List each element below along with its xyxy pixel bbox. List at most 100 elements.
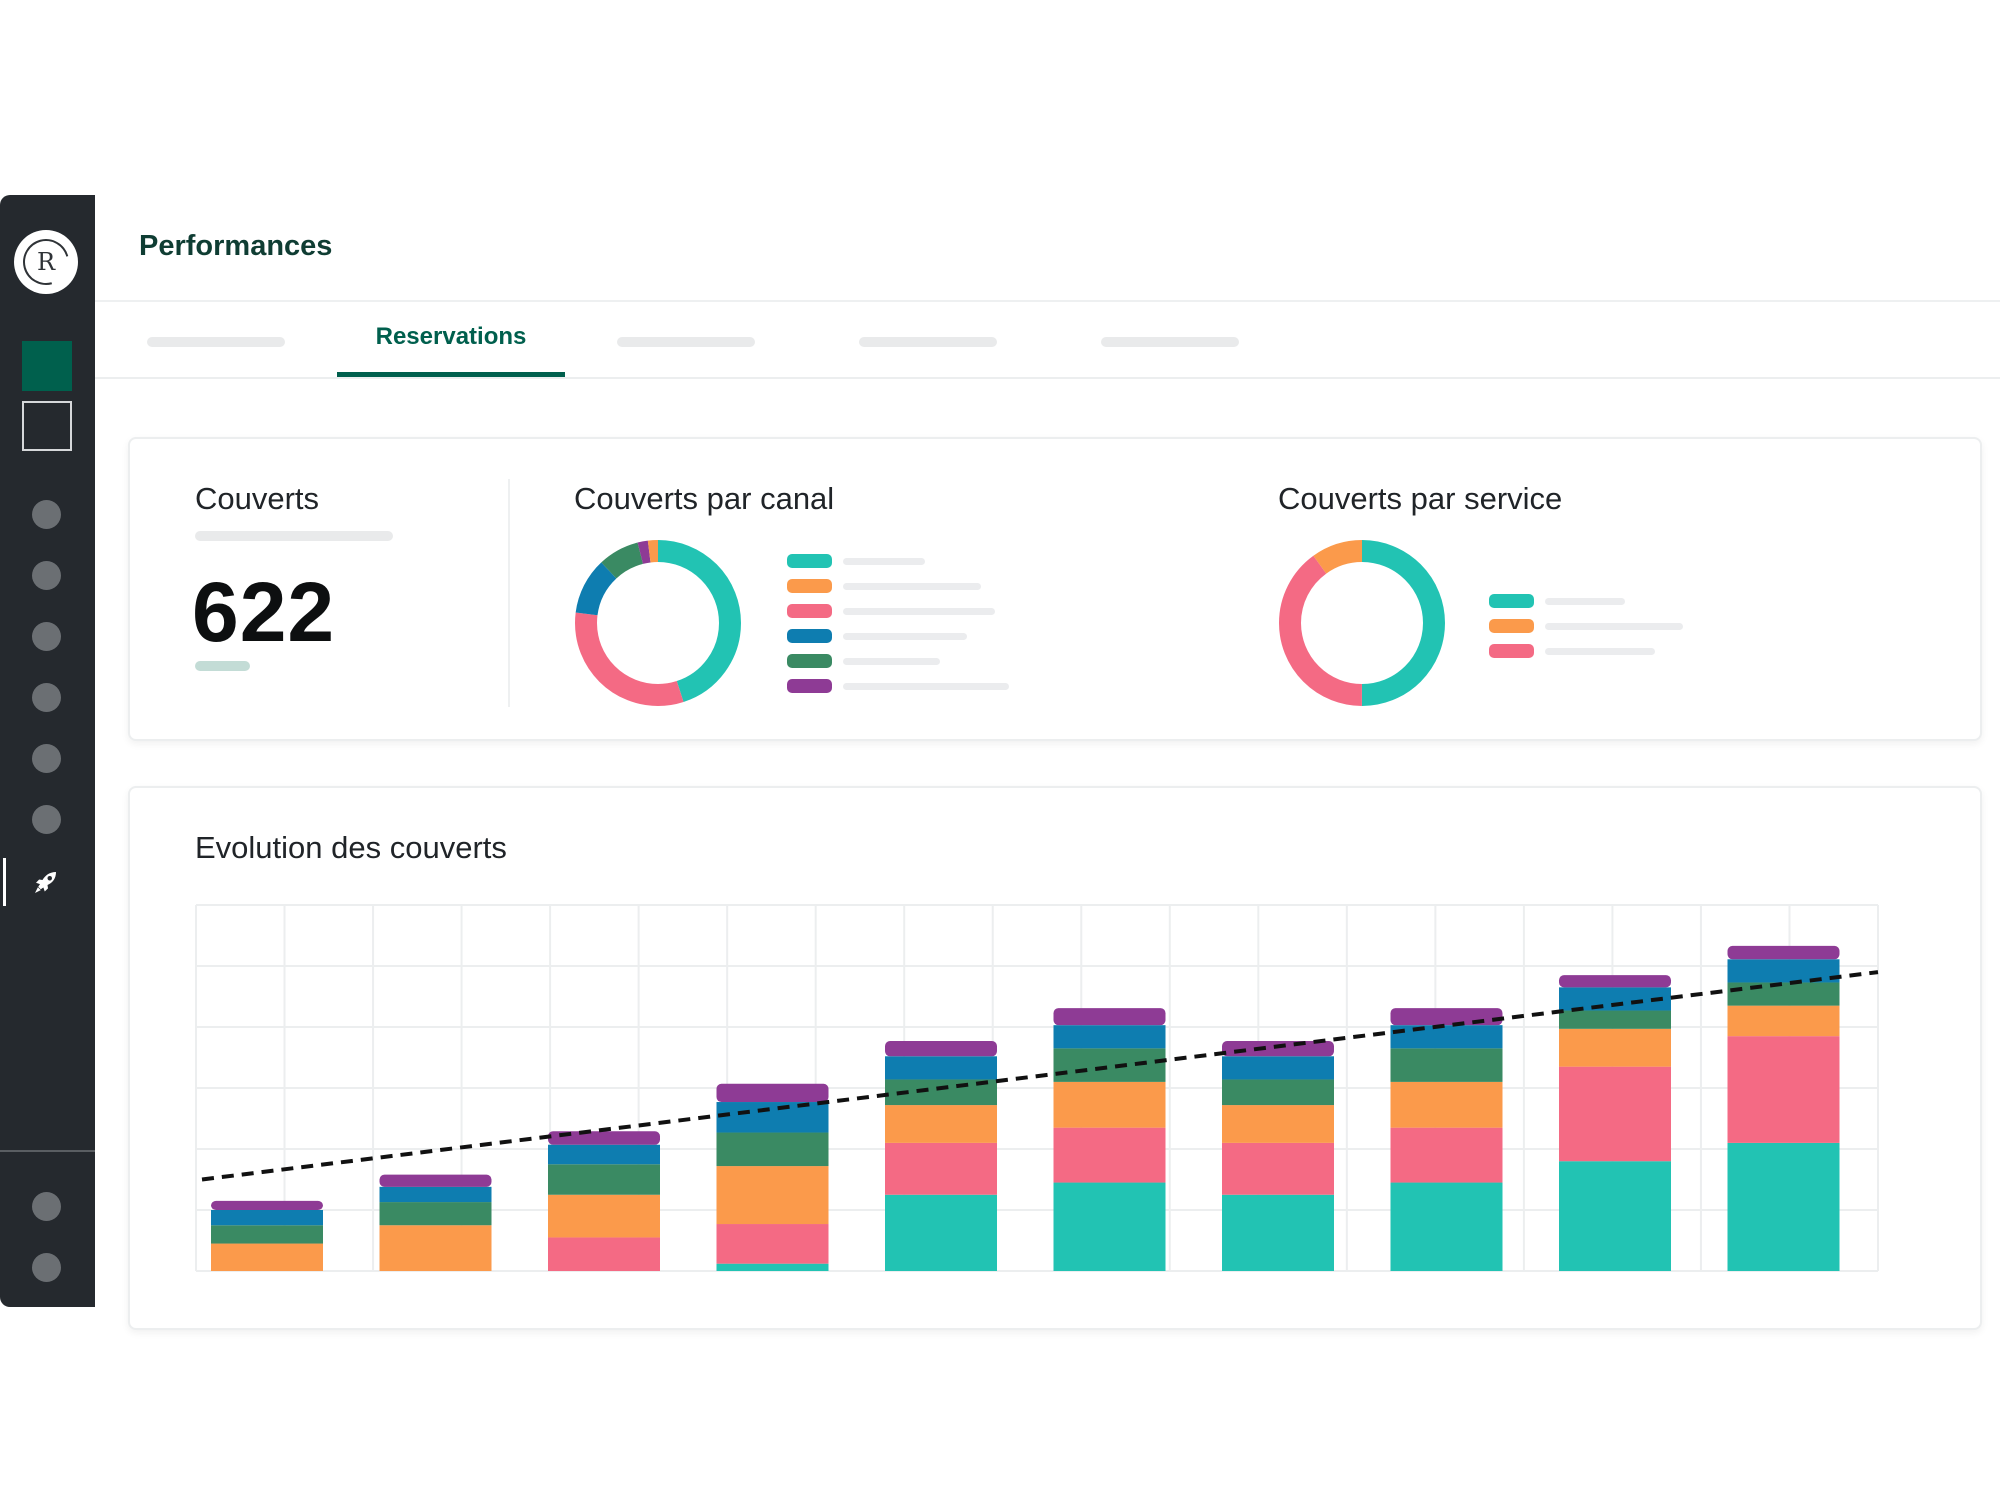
bar-bleu-4[interactable] — [716, 1102, 829, 1133]
donut-canal-segment-5[interactable] — [575, 540, 741, 706]
sidebar-item-6[interactable] — [32, 805, 61, 834]
service-legend-item-2[interactable] — [1489, 644, 1659, 658]
sidebar-item-1[interactable] — [32, 500, 61, 529]
bar-violet-7[interactable] — [1222, 1041, 1334, 1057]
bar-orange-3[interactable] — [548, 1194, 660, 1238]
kpi-title: Couverts — [195, 481, 320, 516]
donut-service-segment-2[interactable] — [1279, 540, 1445, 706]
bar-vert-10[interactable] — [1727, 982, 1840, 1006]
app-window: R Performances Reservations Couverts 622 — [0, 195, 2000, 1330]
bar-turquoise-8[interactable] — [1390, 1182, 1503, 1271]
bar-group-6[interactable] — [1053, 1008, 1166, 1271]
bar-orange-10[interactable] — [1727, 1005, 1840, 1037]
bar-rose-8[interactable] — [1390, 1127, 1503, 1183]
sidebar-item-active-square[interactable] — [22, 341, 72, 391]
bar-violet-2[interactable] — [379, 1174, 492, 1187]
bar-turquoise-6[interactable] — [1053, 1182, 1166, 1271]
bar-bleu-6[interactable] — [1053, 1025, 1166, 1049]
bar-group-3[interactable] — [548, 1131, 660, 1271]
sidebar-item-2[interactable] — [32, 561, 61, 590]
bar-turquoise-5[interactable] — [885, 1194, 997, 1271]
bar-orange-2[interactable] — [379, 1225, 492, 1271]
bar-vert-4[interactable] — [716, 1132, 829, 1167]
bar-group-10[interactable] — [1727, 945, 1840, 1271]
legend-swatch — [787, 579, 832, 593]
bar-vert-8[interactable] — [1390, 1048, 1503, 1082]
sidebar-bottom-item-1[interactable] — [32, 1192, 61, 1221]
bar-bleu-7[interactable] — [1222, 1056, 1334, 1080]
bar-orange-4[interactable] — [716, 1166, 829, 1225]
tab-reservations[interactable]: Reservations — [337, 302, 565, 377]
bar-bleu-5[interactable] — [885, 1056, 997, 1080]
bar-orange-8[interactable] — [1390, 1081, 1503, 1128]
bar-rose-4[interactable] — [716, 1224, 829, 1264]
canal-legend-item-0[interactable] — [787, 554, 929, 568]
sidebar-item-square[interactable] — [22, 401, 72, 451]
bar-bleu-10[interactable] — [1727, 959, 1840, 983]
bar-rose-6[interactable] — [1053, 1127, 1166, 1183]
bar-orange-7[interactable] — [1222, 1105, 1334, 1143]
bar-bleu-2[interactable] — [379, 1186, 492, 1203]
sidebar-item-3[interactable] — [32, 622, 61, 651]
bar-bleu-1[interactable] — [211, 1210, 323, 1226]
bar-violet-5[interactable] — [885, 1041, 997, 1057]
bar-violet-1[interactable] — [211, 1200, 323, 1210]
bar-rose-5[interactable] — [885, 1142, 997, 1195]
bar-vert-1[interactable] — [211, 1225, 323, 1244]
bar-turquoise-7[interactable] — [1222, 1194, 1334, 1271]
sidebar-item-4[interactable] — [32, 683, 61, 712]
canal-legend-item-4[interactable] — [787, 654, 944, 668]
bar-vert-9[interactable] — [1559, 1010, 1671, 1029]
page-title: Performances — [139, 230, 333, 262]
service-legend-item-0[interactable] — [1489, 594, 1629, 608]
bar-rose-10[interactable] — [1727, 1036, 1840, 1143]
bar-vert-6[interactable] — [1053, 1048, 1166, 1082]
tab-placeholder-4[interactable] — [1101, 337, 1239, 347]
bar-vert-7[interactable] — [1222, 1079, 1334, 1106]
bar-violet-8[interactable] — [1390, 1008, 1503, 1026]
bar-bleu-3[interactable] — [548, 1144, 660, 1165]
bar-violet-6[interactable] — [1053, 1008, 1166, 1026]
canal-legend-item-1[interactable] — [787, 579, 985, 593]
bar-rose-3[interactable] — [548, 1237, 660, 1271]
bar-violet-9[interactable] — [1559, 975, 1671, 988]
bar-violet-4[interactable] — [716, 1083, 829, 1103]
bar-turquoise-10[interactable] — [1727, 1142, 1840, 1271]
legend-swatch — [787, 654, 832, 668]
bar-group-7[interactable] — [1222, 1041, 1334, 1271]
bar-bleu-8[interactable] — [1390, 1025, 1503, 1049]
bar-orange-9[interactable] — [1559, 1028, 1671, 1067]
bar-group-9[interactable] — [1559, 975, 1671, 1271]
bar-bleu-9[interactable] — [1559, 987, 1671, 1011]
bar-violet-3[interactable] — [548, 1131, 660, 1145]
tab-placeholder-2[interactable] — [617, 337, 755, 347]
brand-logo[interactable]: R — [14, 230, 78, 294]
bar-orange-6[interactable] — [1053, 1081, 1166, 1128]
bar-rose-7[interactable] — [1222, 1142, 1334, 1195]
bar-rose-9[interactable] — [1559, 1066, 1671, 1162]
sidebar-item-5[interactable] — [32, 744, 61, 773]
bar-group-8[interactable] — [1390, 1008, 1503, 1271]
bar-orange-5[interactable] — [885, 1105, 997, 1143]
bar-group-4[interactable] — [716, 1083, 829, 1271]
bar-violet-10[interactable] — [1727, 945, 1840, 960]
canal-legend-item-3[interactable] — [787, 629, 971, 643]
bar-orange-1[interactable] — [211, 1243, 323, 1271]
bar-vert-2[interactable] — [379, 1202, 492, 1226]
bar-turquoise-9[interactable] — [1559, 1161, 1671, 1271]
bar-group-2[interactable] — [379, 1174, 492, 1271]
tab-placeholder-1[interactable] — [147, 337, 285, 347]
sidebar-bottom-item-2[interactable] — [32, 1253, 61, 1282]
donut-canal-segment-1[interactable] — [575, 540, 741, 706]
rocket-icon[interactable] — [31, 867, 61, 897]
canal-legend-item-2[interactable] — [787, 604, 999, 618]
bar-group-5[interactable] — [885, 1041, 997, 1271]
canal-legend-item-5[interactable] — [787, 679, 1013, 693]
bar-group-1[interactable] — [211, 1200, 323, 1271]
bar-vert-3[interactable] — [548, 1164, 660, 1195]
service-legend-item-1[interactable] — [1489, 619, 1687, 633]
donut-service-segment-1[interactable] — [1279, 540, 1445, 706]
tab-placeholder-3[interactable] — [859, 337, 997, 347]
bar-turquoise-4[interactable] — [716, 1263, 829, 1271]
legend-swatch — [787, 629, 832, 643]
